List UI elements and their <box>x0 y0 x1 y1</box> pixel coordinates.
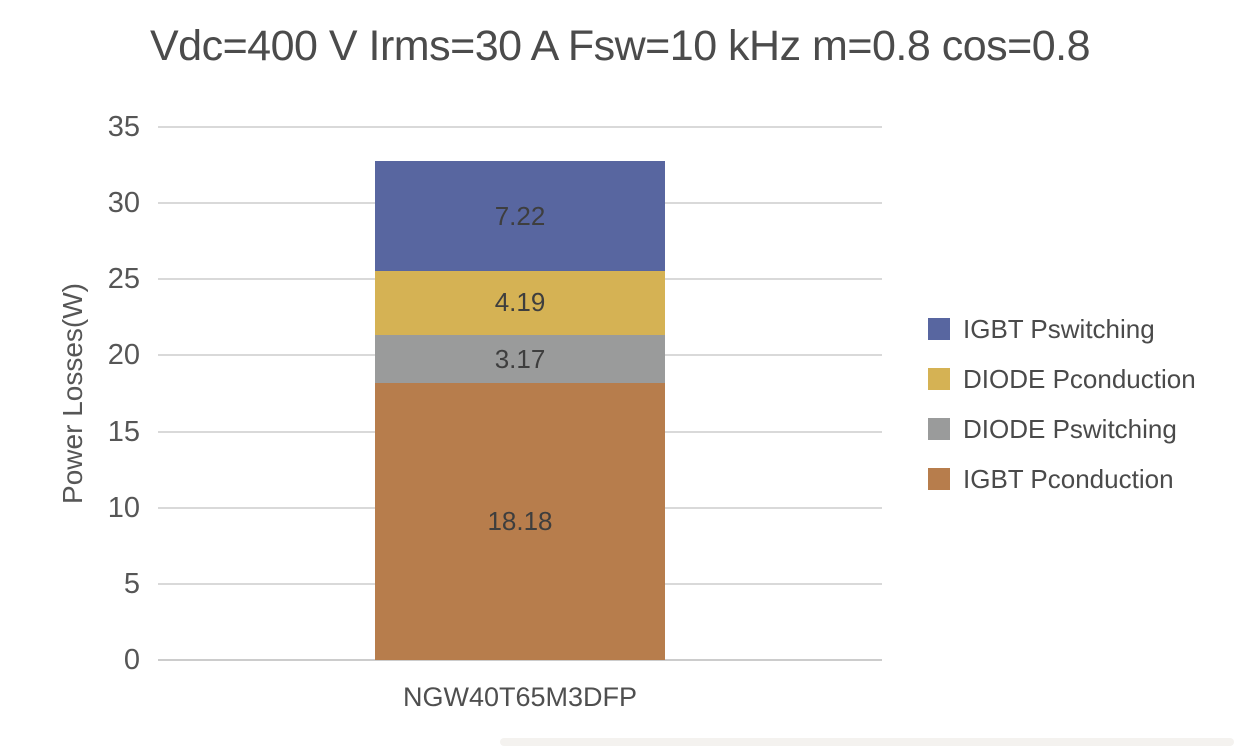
legend-label: IGBT Pswitching <box>963 313 1155 344</box>
y-tick-label: 30 <box>107 187 140 220</box>
legend-swatch <box>928 318 950 340</box>
y-tick-label: 0 <box>123 644 140 676</box>
y-tick-label: 10 <box>107 491 140 524</box>
legend-row: DIODE Pconduction <box>928 354 1196 404</box>
legend: IGBT Pswitching DIODE Pconduction DIODE Ps… <box>928 304 1196 504</box>
y-axis-title-text: Power Losses(W) <box>57 283 88 504</box>
stacked-bar: 18.18 3.17 4.19 7.22 <box>375 127 665 660</box>
y-tick-label: 25 <box>107 263 140 296</box>
legend-swatch <box>928 368 950 390</box>
y-tick-label: 35 <box>107 111 140 143</box>
legend-swatch <box>928 418 950 440</box>
gridline <box>158 126 882 128</box>
y-tick-label: 5 <box>123 567 140 600</box>
legend-swatch <box>928 468 950 490</box>
plot-area: 18.18 3.17 4.19 7.22 <box>158 126 882 661</box>
segment-value-label: 4.19 <box>494 287 546 318</box>
bar-segment-igbt-pconduction: 18.18 <box>375 383 665 660</box>
bar-segment-igbt-pswitching: 7.22 <box>375 161 665 272</box>
legend-label: IGBT Pconduction <box>963 463 1174 494</box>
x-category-label: NGW40T65M3DFP <box>402 682 638 712</box>
segment-value-label: 18.18 <box>487 506 553 537</box>
legend-row: IGBT Pconduction <box>928 454 1196 504</box>
chart-title: Vdc=400 V Irms=30 A Fsw=10 kHz m=0.8 cos… <box>149 22 1091 70</box>
legend-label: DIODE Pconduction <box>963 363 1196 394</box>
y-tick-label: 15 <box>107 415 140 448</box>
segment-value-label: 7.22 <box>494 200 546 231</box>
bottom-strip <box>500 738 1234 746</box>
bar-segment-diode-pconduction: 4.19 <box>375 271 665 335</box>
segment-value-label: 3.17 <box>494 343 546 374</box>
y-tick-label: 20 <box>107 339 140 372</box>
legend-label: DIODE Pswitching <box>963 413 1177 444</box>
legend-row: DIODE Pswitching <box>928 404 1196 454</box>
bar-segment-diode-pswitching: 3.17 <box>375 334 665 384</box>
x-axis-line <box>158 659 882 661</box>
legend-row: IGBT Pswitching <box>928 304 1196 354</box>
